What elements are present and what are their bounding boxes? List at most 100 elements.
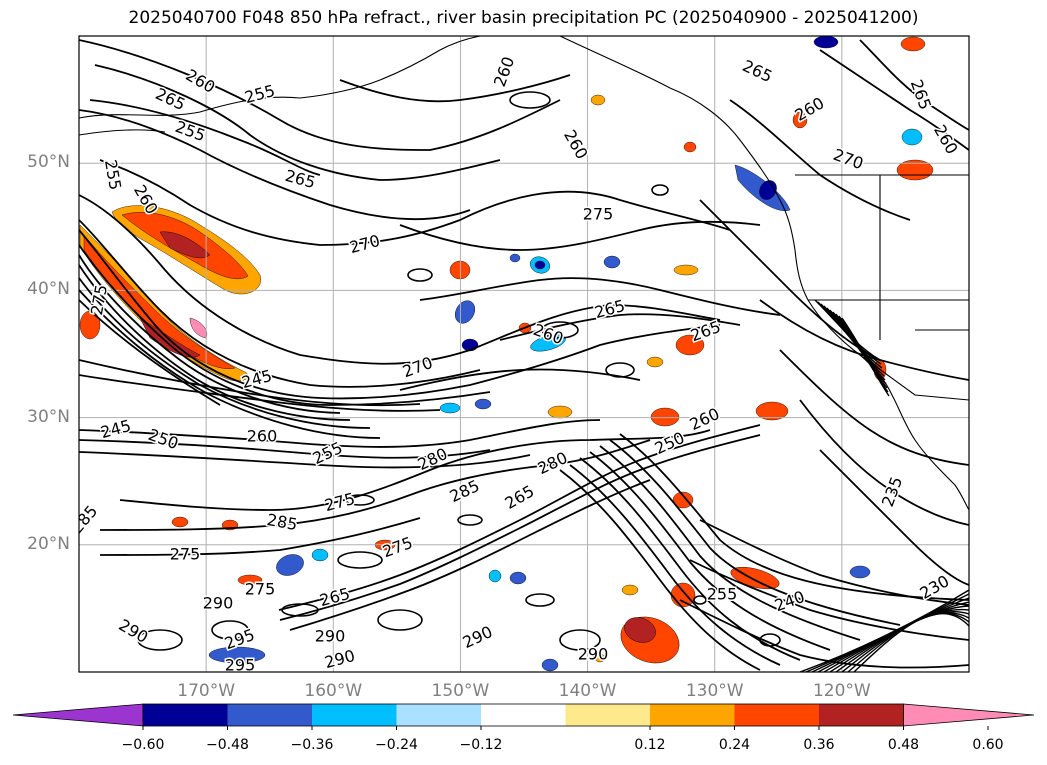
- refractivity-contour-loop: [345, 494, 375, 506]
- longitude-label: 130°W: [685, 681, 744, 701]
- refractivity-contour-loop: [509, 91, 551, 109]
- refractivity-contour: [289, 479, 651, 631]
- precip-anomaly-area: [541, 658, 559, 672]
- precip-anomaly-area: [624, 617, 656, 643]
- latitude-label: 50°N: [27, 152, 70, 173]
- colorbar-segment: [819, 704, 904, 726]
- precip-anomaly-area: [675, 334, 705, 356]
- precip-anomaly-area: [590, 94, 606, 106]
- precip-anomaly-area: [646, 356, 664, 368]
- refractivity-contour: [94, 64, 501, 181]
- colorbar-tick-label: −0.60: [121, 737, 165, 753]
- colorbar-segment: [396, 704, 481, 726]
- colorbar-tick-label: −0.48: [206, 737, 249, 753]
- refractivity-contour: [819, 49, 969, 151]
- refractivity-contour: [399, 220, 761, 251]
- refractivity-contour: [99, 517, 421, 556]
- refractivity-contour: [853, 613, 969, 672]
- colorbar-segment: [312, 704, 397, 726]
- refractivity-contour: [841, 317, 890, 397]
- coastline: [859, 354, 969, 401]
- colorbar-tick-label: 0.48: [887, 737, 920, 753]
- contour-label: 255: [101, 158, 125, 191]
- refractivity-contour: [89, 99, 321, 176]
- longitude-label: 140°W: [558, 681, 617, 701]
- longitude-label: 150°W: [431, 681, 490, 701]
- refractivity-contour: [79, 439, 491, 459]
- refractivity-contour: [589, 451, 831, 651]
- refractivity-contour-loop: [407, 268, 433, 282]
- precip-anomaly-area: [276, 554, 304, 576]
- precip-anomaly-area: [849, 565, 871, 579]
- colorbar-tick-label: 0.36: [803, 737, 835, 753]
- refractivity-contour-loop: [693, 595, 707, 605]
- refractivity-contour-layer: [79, 39, 969, 672]
- refractivity-contour: [819, 449, 969, 586]
- refractivity-contour: [579, 457, 801, 661]
- refractivity-contour-loop: [457, 514, 483, 526]
- colorbar-tick-label: 0.24: [718, 737, 751, 753]
- coastline: [559, 36, 969, 511]
- coastline: [79, 36, 481, 119]
- contour-label: 260: [247, 427, 278, 446]
- refractivity-contour: [79, 299, 221, 406]
- refractivity-contour-loop: [759, 633, 781, 647]
- colorbar-tick-label: 0.12: [634, 737, 666, 753]
- refractivity-contour: [619, 433, 969, 601]
- refractivity-contour: [79, 359, 421, 407]
- precip-anomaly-area: [509, 571, 527, 585]
- precip-anomaly-area: [683, 141, 697, 153]
- precip-anomaly-area: [159, 231, 211, 259]
- refractivity-contour: [339, 74, 571, 103]
- refractivity-contour: [79, 419, 601, 448]
- precip-anomaly-area: [594, 653, 606, 663]
- precip-anomaly-area: [650, 407, 680, 427]
- contour-label: 275: [245, 580, 276, 599]
- colorbar-extend-min: [12, 703, 144, 727]
- refractivity-contour-loop: [651, 184, 669, 196]
- refractivity-contour-loop: [559, 629, 601, 651]
- refractivity-contour: [419, 277, 781, 316]
- refractivity-contour: [79, 109, 471, 220]
- latitude-label: 30°N: [27, 406, 70, 427]
- map[interactable]: 2602652552552602652602602652752702652602…: [0, 0, 1047, 700]
- refractivity-contour: [79, 289, 381, 439]
- precipitation-fill-layer: [79, 36, 934, 672]
- refractivity-contour: [699, 199, 881, 361]
- refractivity-contour-loop: [525, 593, 555, 607]
- longitude-label: 120°W: [812, 681, 871, 701]
- longitude-label: 170°W: [177, 681, 236, 701]
- longitude-label: 160°W: [304, 681, 363, 701]
- colorbar-segment: [734, 704, 819, 726]
- page-title: 2025040700 F048 850 hPa refract., river …: [128, 8, 919, 28]
- refractivity-contour: [278, 424, 761, 611]
- colorbar-segment: [143, 704, 228, 726]
- refractivity-contour: [79, 244, 491, 406]
- latitude-label: 20°N: [27, 533, 70, 554]
- precip-anomaly-area: [759, 180, 777, 200]
- contour-label: 290: [578, 645, 609, 664]
- refractivity-contour: [799, 399, 969, 526]
- precip-anomaly-area: [534, 260, 546, 270]
- precip-anomaly-area: [509, 253, 521, 263]
- coastline-layer: [79, 36, 969, 511]
- precip-anomaly-area: [813, 36, 839, 49]
- contour-label: 255: [707, 585, 738, 604]
- contour-label: 290: [203, 594, 234, 613]
- map-background: [79, 36, 969, 672]
- refractivity-contour: [559, 469, 761, 671]
- refractivity-contour: [679, 599, 969, 669]
- coastline: [79, 129, 166, 136]
- precip-anomaly-area: [488, 569, 502, 583]
- refractivity-contour: [79, 451, 531, 469]
- refractivity-contour: [79, 229, 721, 400]
- refractivity-contour-loop: [337, 551, 383, 569]
- refractivity-contour: [99, 439, 651, 531]
- colorbar-frame: [142, 703, 904, 727]
- refractivity-contour: [99, 159, 731, 246]
- refractivity-contour: [79, 39, 561, 151]
- refractivity-contour: [499, 313, 741, 341]
- map-frame: [78, 35, 970, 673]
- refractivity-contour: [859, 39, 969, 131]
